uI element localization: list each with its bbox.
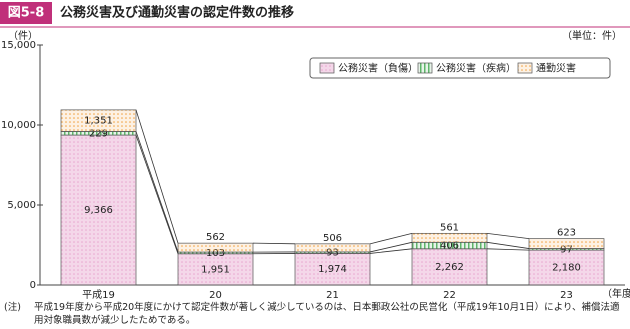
connector-line <box>369 248 413 254</box>
value-label: 506 <box>323 233 342 244</box>
value-label: 97 <box>560 244 573 255</box>
bar-segment <box>411 248 488 286</box>
bar-segment <box>411 232 488 243</box>
x-tick-label: 23 <box>560 290 573 300</box>
bar-segment <box>177 253 254 286</box>
x-tick-label: 20 <box>209 290 222 300</box>
value-label: 93 <box>326 248 339 259</box>
connector-line <box>252 242 296 245</box>
value-label: 561 <box>440 222 459 233</box>
chart: 図5-8 公務災害及び通勤災害の認定件数の推移 （件） （単位：件） （年度） … <box>0 2 630 301</box>
note-text: 平成19年度から平成20年度にかけて認定件数が著しく減少しているのは、日本郵政公… <box>34 302 620 326</box>
y-tick-label: 15,000 <box>1 40 36 51</box>
value-label: 9,366 <box>84 205 113 216</box>
chart-title: 公務災害及び通勤災害の認定件数の推移 <box>60 5 294 21</box>
bar-segment <box>177 242 254 253</box>
bar-segment <box>528 249 605 286</box>
bar-segment <box>294 243 371 253</box>
bar-segment <box>60 134 137 286</box>
bar-segment <box>294 253 371 286</box>
value-label: 2,180 <box>552 263 581 274</box>
value-label: 1,951 <box>201 264 230 275</box>
legend-label: 通勤災害 <box>536 62 576 75</box>
value-label: 562 <box>206 232 225 243</box>
figure-label-box <box>0 2 52 24</box>
legend-swatch <box>517 62 533 74</box>
unit-label: （単位：件） <box>562 29 622 42</box>
connector-line <box>135 109 179 244</box>
legend-label: 公務災害（疾病） <box>436 62 516 75</box>
value-label: 2,262 <box>435 262 464 273</box>
legend-label: 公務災害（負傷） <box>338 62 418 75</box>
value-label: 1,974 <box>318 264 347 275</box>
connector-line <box>486 241 530 249</box>
legend-swatch <box>417 62 433 74</box>
value-label: 623 <box>557 228 576 239</box>
x-axis-label: （年度） <box>602 287 630 300</box>
y-tick-label: 10,000 <box>1 120 36 131</box>
x-tick-label: 平成19 <box>82 289 115 300</box>
connector-line <box>369 232 413 245</box>
value-label: 103 <box>206 248 225 259</box>
note-label: (注) <box>4 302 21 313</box>
connector-line <box>486 232 530 239</box>
y-axis-label: （件） <box>8 30 38 42</box>
value-label: 406 <box>440 241 459 252</box>
y-tick-label: 5,000 <box>7 200 36 211</box>
x-tick-label: 22 <box>443 290 456 300</box>
value-label: 229 <box>89 128 108 139</box>
connector-line <box>135 135 179 254</box>
figure-label: 図5-8 <box>8 6 45 21</box>
note: (注) 平成19年度から平成20年度にかけて認定件数が著しく減少しているのは、日… <box>4 301 624 327</box>
y-tick-label: 0 <box>30 280 36 291</box>
connector-line <box>135 131 179 253</box>
legend-box <box>309 57 611 79</box>
connector-line <box>486 248 530 251</box>
bar-segment <box>528 238 605 249</box>
connector-line <box>369 241 413 253</box>
x-tick-label: 21 <box>326 290 339 300</box>
bar-segment <box>60 109 137 132</box>
legend-swatch <box>319 62 335 74</box>
value-label: 1,351 <box>84 116 113 127</box>
